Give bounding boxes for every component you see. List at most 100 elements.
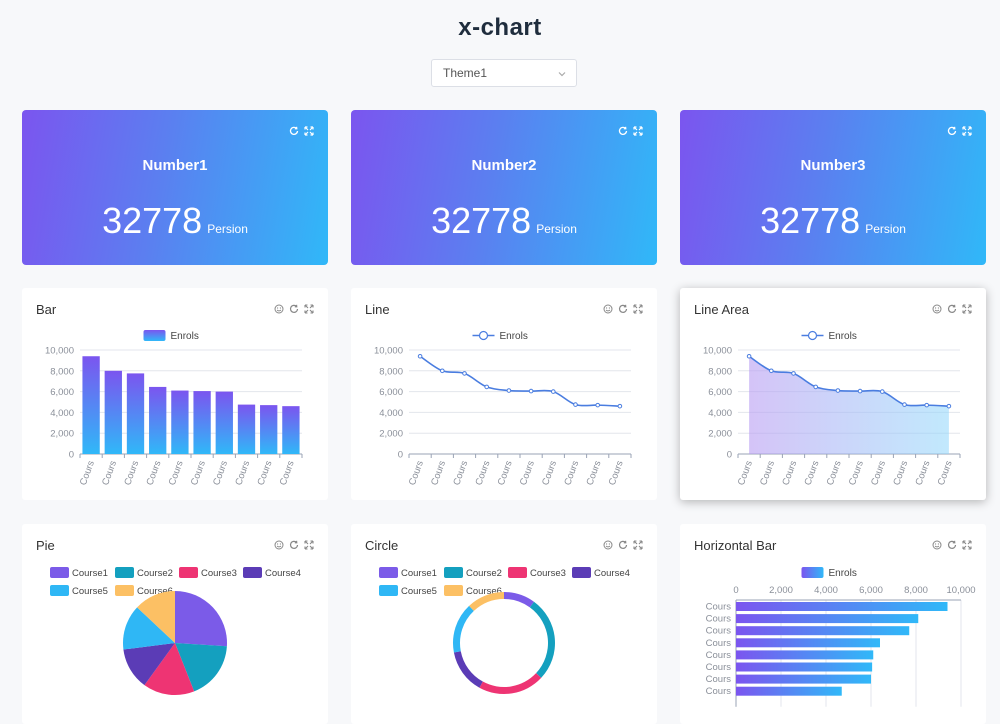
theme-select[interactable]: Theme1 [431, 59, 577, 87]
bar [237, 404, 256, 454]
x-tick-label: Cours [847, 459, 866, 487]
slice [453, 651, 483, 688]
fullscreen-icon[interactable] [304, 126, 314, 136]
refresh-icon[interactable] [947, 540, 957, 550]
refresh-icon[interactable] [947, 126, 957, 136]
x-tick-label: Cours [736, 459, 755, 487]
card-bar: Bar Enrols 0 2,000 4,000 6,000 8,000 10,000 Cou… [22, 288, 328, 500]
card-title: Circle [365, 538, 399, 553]
slice [469, 592, 504, 611]
x-tick-label: Cours [803, 459, 822, 487]
y-tick-label: 2,000 [708, 429, 732, 440]
x-tick-label: Cours [167, 459, 186, 487]
legend-label: Course2 [466, 568, 502, 579]
card-pie: Pie Course1 Course2 Course3 Course4 Course5 C… [22, 524, 328, 724]
legend-swatch [444, 567, 463, 578]
card-title: Horizontal Bar [694, 538, 777, 553]
x-tick-label: Cours [869, 459, 888, 487]
refresh-icon[interactable] [289, 126, 299, 136]
number-card-title: Number1 [142, 157, 208, 174]
point [946, 403, 952, 409]
bar [736, 662, 873, 672]
y-tick-label: 6,000 [379, 387, 403, 398]
theme-select-value: Theme1 [443, 66, 488, 80]
x-tick-label: Cours [122, 459, 141, 487]
y-tick-label: Cours [706, 662, 732, 673]
point [573, 402, 578, 407]
refresh-icon[interactable] [618, 126, 628, 136]
point [595, 402, 600, 408]
refresh-icon[interactable] [947, 304, 957, 314]
y-tick-label: 10,000 [374, 346, 403, 357]
bar [736, 638, 880, 648]
x-tick-label: Cours [496, 459, 515, 487]
slice [529, 601, 555, 678]
point [551, 389, 556, 394]
fullscreen-icon[interactable] [962, 304, 972, 314]
smile-icon[interactable] [932, 540, 942, 550]
x-tick-label: Cours [914, 459, 933, 487]
fullscreen-icon[interactable] [633, 304, 643, 314]
bar [126, 373, 145, 454]
fullscreen-icon[interactable] [962, 126, 972, 136]
bar [215, 391, 233, 454]
legend-label: Course4 [594, 568, 630, 579]
smile-icon[interactable] [274, 304, 284, 314]
point [440, 368, 445, 374]
area-fill [749, 356, 949, 454]
x-tick-label: 8,000 [904, 585, 928, 596]
x-tick-label: Cours [100, 459, 119, 487]
card-horizontal-bar: Horizontal Bar Enrols 0 2,000 4,000 6,000 8,0… [680, 524, 986, 724]
x-tick-label: Cours [540, 459, 559, 487]
legend-label: Enrols [829, 568, 857, 579]
point [924, 402, 929, 408]
refresh-icon[interactable] [289, 540, 299, 550]
smile-icon[interactable] [932, 304, 942, 314]
slice [123, 643, 175, 686]
refresh-icon[interactable] [618, 304, 628, 314]
legend-label: Course5 [72, 586, 108, 597]
x-tick-label: Cours [407, 459, 426, 487]
x-tick-label: Cours [758, 459, 777, 487]
legend-swatch [179, 567, 198, 578]
smile-icon[interactable] [603, 304, 613, 314]
x-tick-label: Cours [145, 459, 164, 487]
y-tick-label: 4,000 [379, 408, 403, 419]
x-tick-label: Cours [211, 459, 230, 487]
x-tick-label: Cours [474, 459, 493, 487]
bar [736, 650, 874, 660]
x-tick-label: Cours [256, 459, 275, 487]
fullscreen-icon[interactable] [304, 304, 314, 314]
bar [104, 370, 122, 454]
x-tick-label: 6,000 [859, 585, 883, 596]
smile-icon[interactable] [603, 540, 613, 550]
bar [736, 674, 871, 684]
y-tick-label: 10,000 [45, 346, 74, 357]
smile-icon[interactable] [274, 540, 284, 550]
fullscreen-icon[interactable] [633, 540, 643, 550]
fullscreen-icon[interactable] [633, 126, 643, 136]
slice [504, 592, 534, 608]
y-tick-label: 6,000 [50, 387, 74, 398]
x-tick-label: Cours [518, 459, 537, 487]
y-tick-label: 6,000 [708, 387, 732, 398]
slice [123, 607, 175, 650]
legend-swatch [572, 567, 591, 578]
card-circle: Circle Course1 Course2 Course3 Course4 Cours… [351, 524, 657, 724]
fullscreen-icon[interactable] [304, 540, 314, 550]
legend-swatch [379, 585, 398, 596]
y-tick-label: Cours [706, 638, 732, 649]
card-line: Line Enrols 0 2,000 4,000 6,000 8,000 10,000 Co… [351, 288, 657, 500]
y-tick-label: 10,000 [703, 346, 732, 357]
x-tick-label: Cours [278, 459, 297, 487]
number-card-title: Number3 [800, 157, 866, 174]
refresh-icon[interactable] [618, 540, 628, 550]
legend-swatch [50, 585, 69, 596]
slice [175, 643, 227, 692]
legend-swatch [243, 567, 262, 578]
refresh-icon[interactable] [289, 304, 299, 314]
number-card-unit: Persion [865, 222, 906, 236]
slice [479, 673, 542, 694]
legend-label: Enrols [829, 331, 857, 342]
fullscreen-icon[interactable] [962, 540, 972, 550]
